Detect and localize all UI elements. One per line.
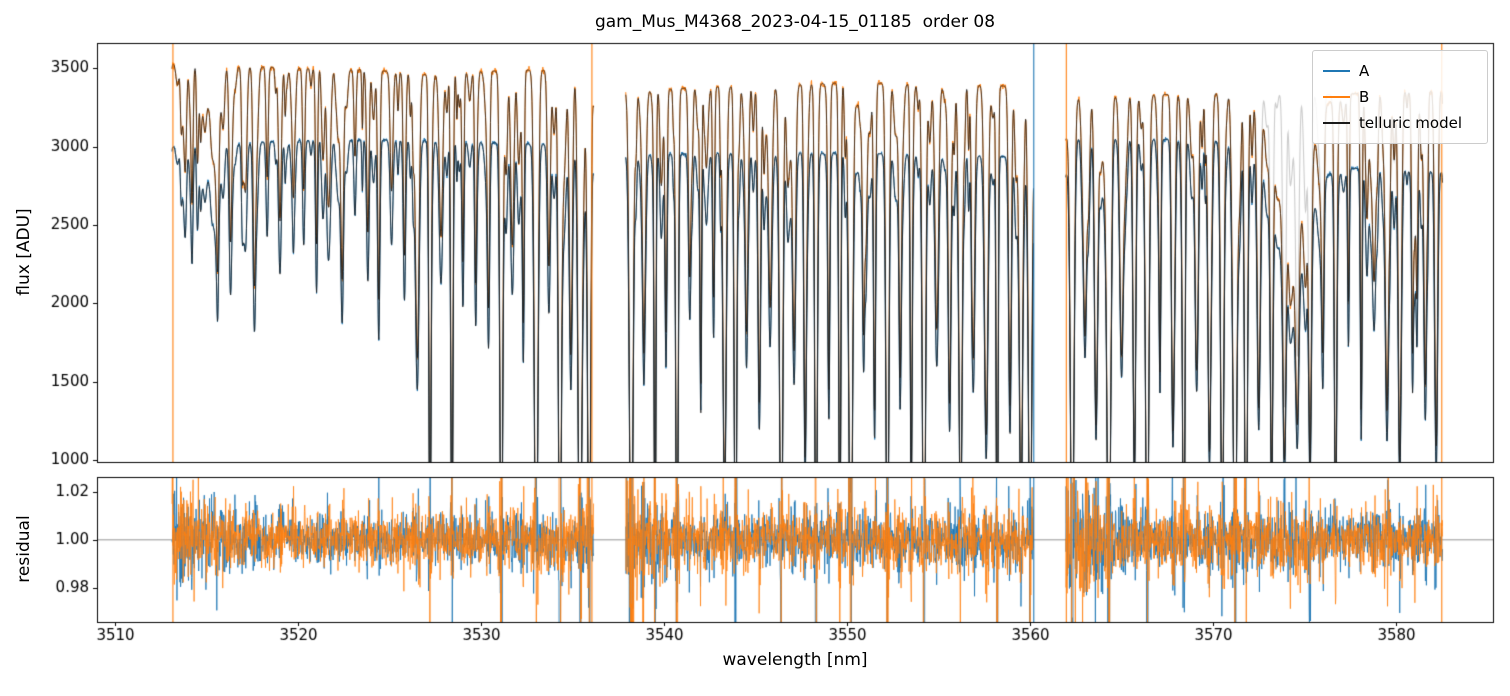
x-axis-label: wavelength [nm]	[722, 650, 868, 670]
flux-axis-label: flux [ADU]	[14, 208, 34, 296]
legend: A B telluric model	[1312, 50, 1488, 144]
legend-line-b-icon	[1323, 96, 1350, 98]
legend-label-b: B	[1359, 88, 1370, 106]
legend-label-a: A	[1359, 62, 1370, 80]
legend-entry-telluric: telluric model	[1323, 110, 1477, 136]
legend-entry-a: A	[1323, 58, 1477, 84]
legend-entry-b: B	[1323, 84, 1477, 110]
plot-title: gam_Mus_M4368_2023-04-15_01185 order 08	[594, 12, 996, 32]
legend-line-telluric-icon	[1323, 122, 1350, 124]
residual-axis-label: residual	[14, 515, 34, 583]
legend-label-telluric: telluric model	[1359, 114, 1463, 132]
legend-line-a-icon	[1323, 70, 1350, 72]
